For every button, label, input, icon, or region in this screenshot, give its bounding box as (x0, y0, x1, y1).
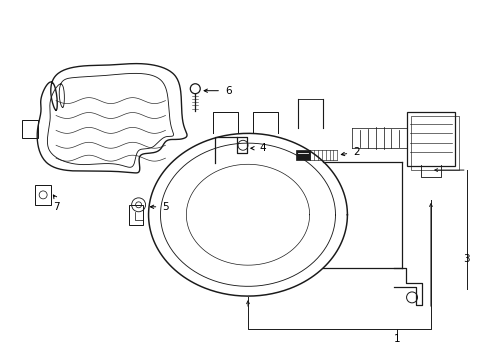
Text: 4: 4 (259, 143, 265, 153)
Bar (295, 150, 309, 160)
Bar (35, 185, 51, 205)
Text: 5: 5 (162, 202, 168, 212)
Bar (128, 205, 142, 225)
Text: 1: 1 (393, 334, 400, 344)
Text: 7: 7 (53, 202, 59, 212)
Text: 2: 2 (352, 147, 359, 157)
Bar (406, 112, 454, 166)
Bar (22, 121, 38, 138)
Text: 3: 3 (463, 255, 469, 264)
Text: 6: 6 (224, 86, 231, 96)
Bar (410, 116, 458, 170)
